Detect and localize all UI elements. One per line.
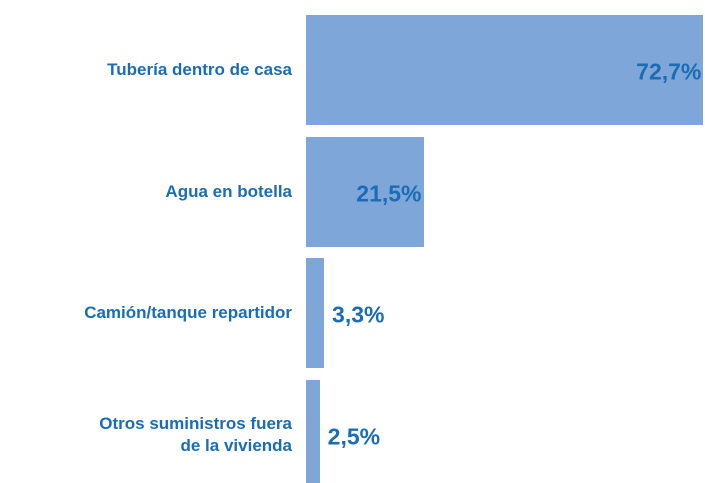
category-label: Tubería dentro de casa — [107, 60, 292, 79]
bar — [306, 379, 320, 483]
value-label: 72,7% — [636, 58, 702, 85]
value-label: 3,3% — [332, 301, 385, 328]
value-label: 21,5% — [356, 180, 422, 206]
bar — [306, 258, 325, 368]
category-label: Camión/tanque repartidor — [84, 303, 292, 322]
category-label: Otros suministros fuera de la vivienda — [99, 413, 292, 455]
bar — [306, 15, 704, 125]
category-label: Agua en botella — [165, 181, 292, 201]
bar — [306, 136, 424, 247]
value-label: 2,5% — [327, 423, 381, 449]
